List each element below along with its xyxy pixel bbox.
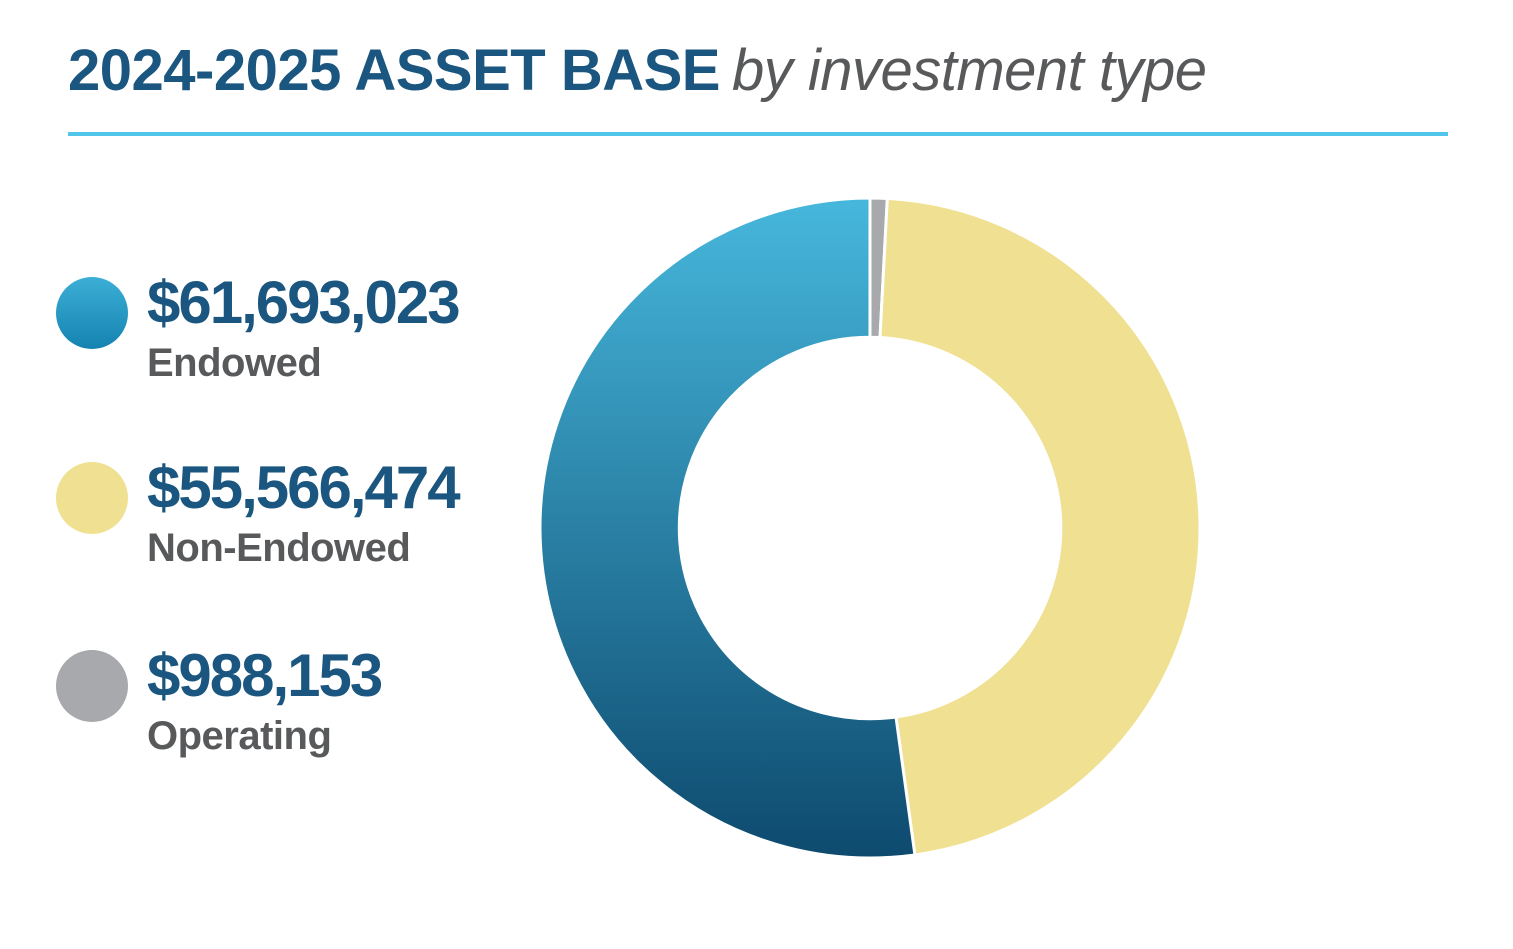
legend-value-non-endowed: $55,566,474	[147, 454, 461, 521]
donut-segment-endowed	[538, 196, 917, 860]
donut-segments-group	[538, 196, 1202, 860]
donut-segment-non-endowed	[878, 196, 1202, 857]
legend-label-non-endowed: Non-Endowed	[147, 526, 411, 570]
legend-item-non-endowed: $55,566,474 Non-Endowed	[56, 458, 461, 570]
donut-chart-svg	[538, 196, 1202, 860]
legend-text-endowed: $61,693,023 Endowed	[147, 269, 461, 386]
legend-swatch-endowed-icon	[56, 277, 128, 349]
legend-label-operating: Operating	[147, 714, 332, 758]
legend-item-operating: $988,153 Operating	[56, 646, 383, 758]
donut-chart	[536, 194, 1204, 862]
title-subtitle: by investment type	[731, 38, 1207, 103]
legend-swatch-operating-icon	[56, 650, 128, 722]
legend-value-endowed: $61,693,023	[147, 269, 461, 336]
title-main: 2024-2025 ASSET BASE	[68, 38, 720, 103]
title-divider-rule	[68, 132, 1448, 136]
page-title: 2024-2025 ASSET BASE by investment type	[68, 38, 1450, 105]
legend-text-non-endowed: $55,566,474 Non-Endowed	[147, 454, 461, 571]
legend-text-operating: $988,153 Operating	[147, 642, 383, 759]
chart-header: 2024-2025 ASSET BASE by investment type	[68, 38, 1450, 105]
legend-swatch-non-endowed-icon	[56, 462, 128, 534]
legend-item-endowed: $61,693,023 Endowed	[56, 273, 461, 385]
legend-label-endowed: Endowed	[147, 341, 322, 385]
legend-value-operating: $988,153	[147, 642, 383, 709]
